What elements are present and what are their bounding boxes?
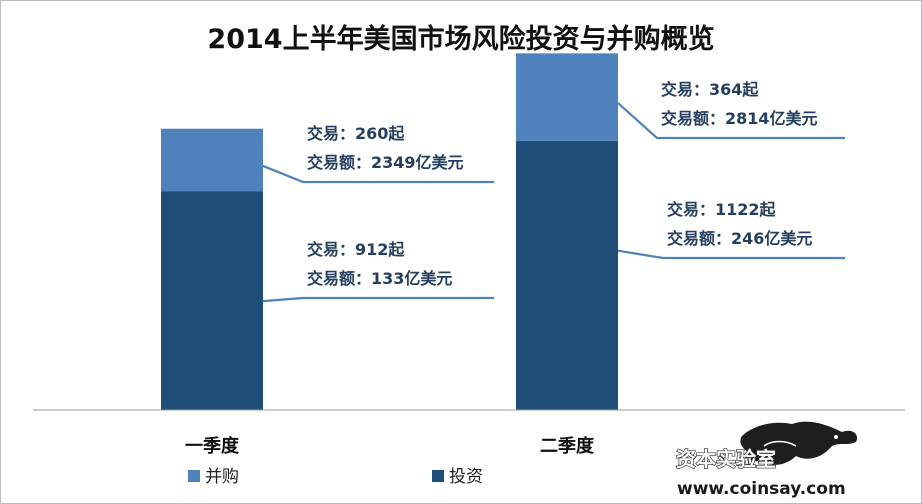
annotation-amount-2: 交易额：133亿美元 xyxy=(307,269,452,288)
bar-m-and-a-1 xyxy=(161,128,263,192)
bars-layer xyxy=(161,53,618,410)
legend-swatch-investment xyxy=(432,470,444,482)
legend-label-investment: 投资 xyxy=(449,467,483,487)
annotation-count-2: 交易：912起 xyxy=(307,240,405,259)
chart-title: 2014上半年美国市场风险投资与并购概览 xyxy=(207,23,714,55)
leader-line-2 xyxy=(262,296,494,303)
annotation-count-3: 交易：364起 xyxy=(661,80,759,99)
panther-logo-icon xyxy=(740,421,858,465)
annotation-amount-3: 交易额：2814亿美元 xyxy=(661,109,818,128)
leader-line-1 xyxy=(262,164,494,184)
watermark: 资本实验室 www.coinsay.com xyxy=(675,421,858,499)
bar-investment-1 xyxy=(161,191,263,410)
leader-line-4 xyxy=(617,249,845,260)
watermark-url: www.coinsay.com xyxy=(677,479,846,499)
legend-label-m-and-a: 并购 xyxy=(205,467,239,487)
leader-line-3 xyxy=(617,102,845,140)
bar-m-and-a-2 xyxy=(516,53,618,141)
annotation-count-1: 交易：260起 xyxy=(307,124,405,143)
annotation-amount-4: 交易额：246亿美元 xyxy=(667,229,812,248)
bar-investment-2 xyxy=(516,140,618,410)
annotation-amount-1: 交易额：2349亿美元 xyxy=(307,153,464,172)
legend-swatch-m-and-a xyxy=(188,470,200,482)
legend: 并购 投资 xyxy=(188,467,483,487)
annotation-count-4: 交易：1122起 xyxy=(667,200,777,219)
watermark-text: 资本实验室 xyxy=(676,447,776,471)
x-tick-labels: 一季度 二季度 xyxy=(185,435,595,457)
x-tick-label-2: 二季度 xyxy=(540,435,595,457)
leader-lines-layer xyxy=(262,102,845,303)
x-tick-label-1: 一季度 xyxy=(185,435,240,457)
